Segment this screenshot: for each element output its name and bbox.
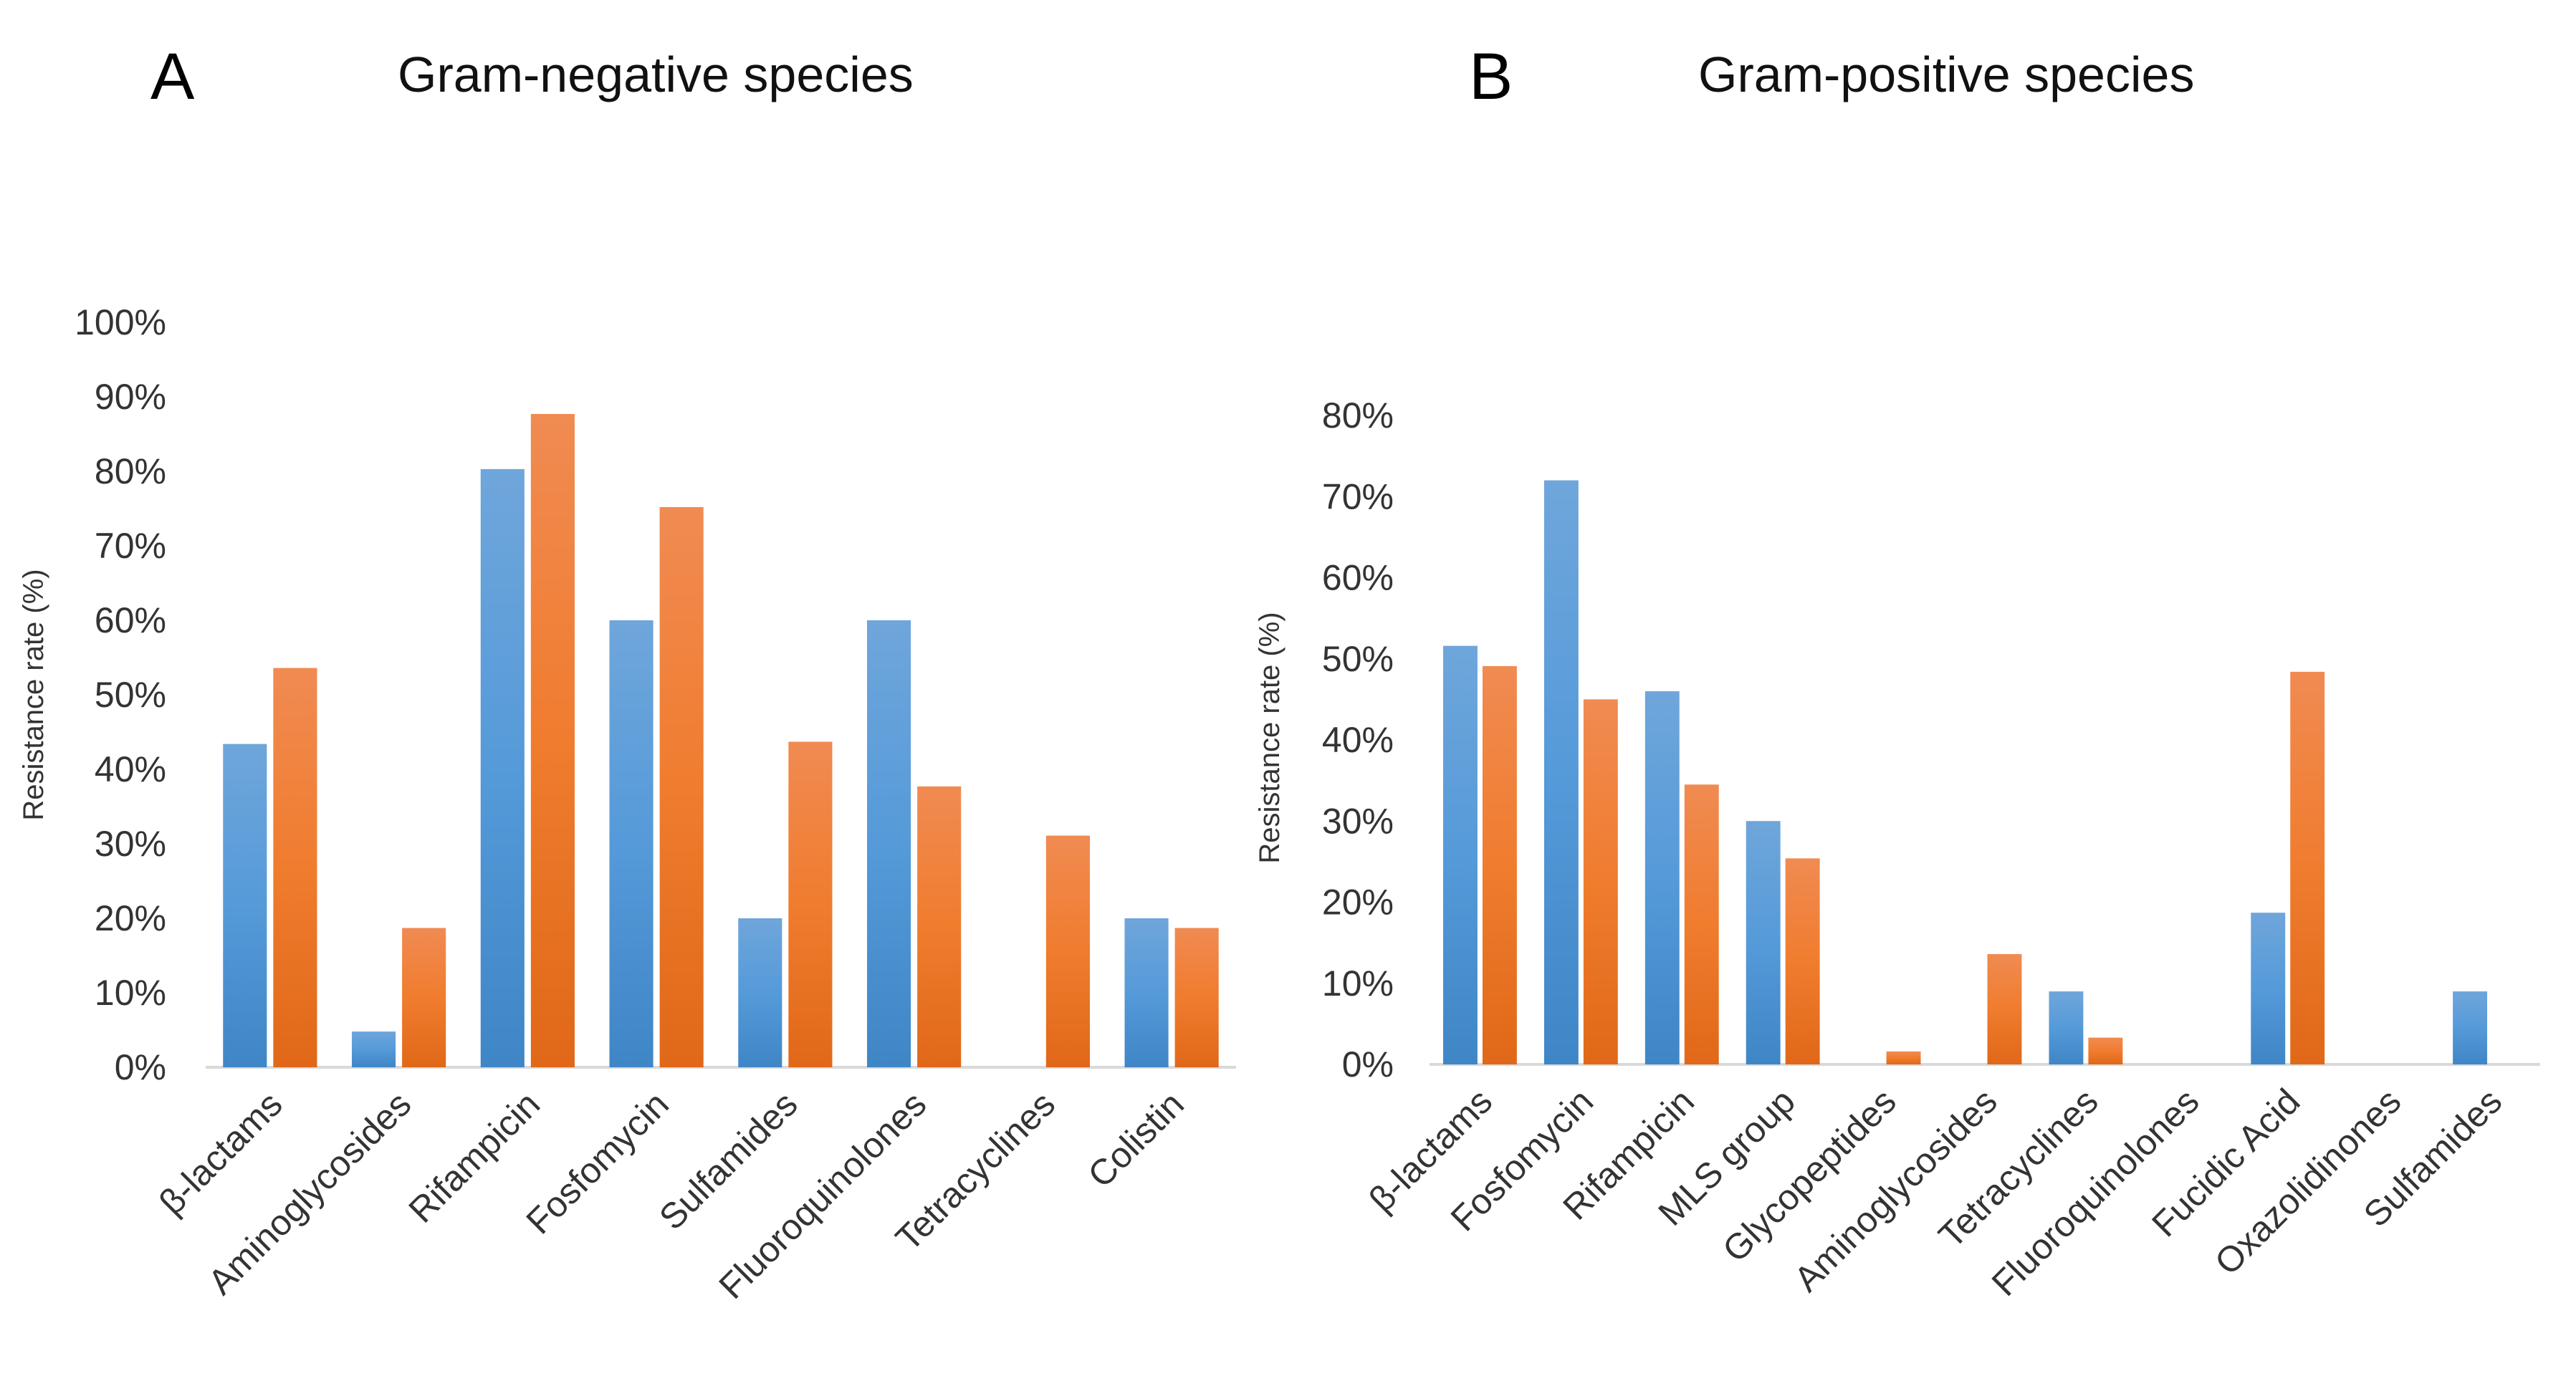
bar-series1 — [352, 1031, 396, 1067]
bar-series2 — [1684, 784, 1719, 1064]
chart-title-a: Gram-negative species — [398, 47, 914, 102]
bar-series1 — [2049, 991, 2084, 1064]
y-axis-label-b: Resistance rate (%) — [1254, 612, 1285, 863]
y-tick-label: 30% — [95, 824, 166, 864]
chart-gram-positive: B Gram-positive species Resistance rate … — [1254, 40, 2540, 1304]
bar-series2 — [1174, 928, 1219, 1067]
chart-title-b: Gram-positive species — [1698, 47, 2194, 102]
y-tick-label: 40% — [1322, 720, 1394, 760]
y-tick-label: 90% — [95, 377, 166, 417]
y-tick-label: 60% — [95, 600, 166, 640]
y-tick-label: 80% — [95, 451, 166, 491]
panel-label-b: B — [1469, 40, 1513, 113]
x-tick-label: β-lactams — [151, 1084, 290, 1223]
y-tick-label: 50% — [95, 675, 166, 715]
bar-series1 — [1543, 480, 1579, 1064]
y-tick-label: 60% — [1322, 558, 1394, 598]
bar-series1 — [480, 468, 525, 1067]
bar-series1 — [2453, 991, 2488, 1064]
bar-series1 — [1443, 645, 1478, 1064]
x-tick-label: Glycopeptides — [1715, 1081, 1904, 1270]
y-tick-label: 40% — [95, 749, 166, 789]
bar-series2 — [659, 506, 704, 1067]
x-tick-label: Colistin — [1080, 1084, 1192, 1195]
bar-series1 — [867, 620, 911, 1067]
chart-gram-negative: A Gram-negative species Resistance rate … — [18, 40, 1236, 1307]
bar-series1 — [609, 620, 653, 1067]
bar-series2 — [1785, 858, 1820, 1064]
bar-series2 — [788, 741, 833, 1067]
bar-series2 — [917, 786, 962, 1067]
bar-series1 — [2251, 913, 2286, 1064]
panel-label-a: A — [150, 40, 195, 113]
bar-series1 — [1746, 821, 1781, 1064]
bar-series2 — [1482, 665, 1517, 1064]
y-axis-label-a: Resistance rate (%) — [18, 569, 49, 820]
y-tick-label: 20% — [1322, 882, 1394, 923]
y-tick-label: 10% — [1322, 963, 1394, 1004]
bar-series1 — [1124, 918, 1169, 1067]
bar-series2 — [1583, 699, 1618, 1064]
y-tick-label: 100% — [75, 302, 166, 342]
y-tick-label: 0% — [1342, 1044, 1394, 1084]
y-tick-label: 50% — [1322, 639, 1394, 679]
bar-series2 — [402, 928, 446, 1067]
y-tick-label: 70% — [95, 526, 166, 566]
bar-series2 — [1886, 1051, 1921, 1064]
y-tick-label: 30% — [1322, 801, 1394, 841]
bar-series2 — [530, 413, 575, 1067]
bar-series1 — [738, 918, 782, 1067]
y-tick-label: 70% — [1322, 476, 1394, 516]
bar-series2 — [1045, 835, 1090, 1067]
bar-series2 — [2088, 1037, 2123, 1064]
y-tick-label: 20% — [95, 898, 166, 938]
bar-series1 — [1644, 691, 1680, 1064]
x-tick-label: Oxazolidinones — [2207, 1081, 2408, 1282]
bar-series2 — [273, 668, 317, 1067]
bar-series2 — [2290, 671, 2325, 1064]
y-tick-label: 10% — [95, 973, 166, 1013]
bar-series2 — [1987, 953, 2022, 1064]
y-tick-label: 0% — [115, 1047, 166, 1087]
y-tick-label: 80% — [1322, 395, 1394, 436]
bar-series1 — [223, 744, 267, 1067]
